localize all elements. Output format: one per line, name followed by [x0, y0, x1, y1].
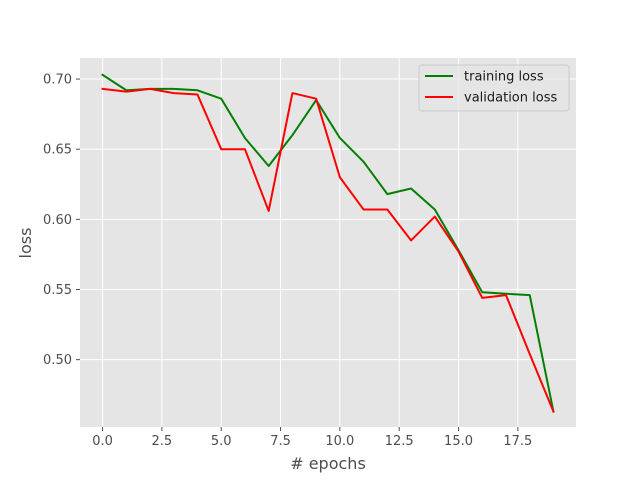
legend: training loss validation loss: [418, 64, 570, 112]
x-tick-label: 2.5: [152, 434, 173, 449]
y-tick-label: 0.65: [43, 143, 72, 158]
x-tick-label: 10.0: [325, 434, 354, 449]
plot-background: [80, 58, 576, 427]
axis-ticks: 0.0 2.5 5.0 7.5 10.0 12.5 15.0 17.5 0.50 0.55 0.60…: [43, 73, 532, 449]
series-line-training-loss: [101, 73, 555, 413]
y-tick-label: 0.55: [43, 283, 72, 298]
y-tick-label: 0.70: [43, 73, 72, 88]
series-lines: [101, 73, 555, 413]
y-tick-label: 0.50: [43, 353, 72, 368]
series-line-validation-loss: [101, 87, 555, 413]
y-tick-label: 0.60: [43, 213, 72, 228]
y-axis-label: loss: [16, 228, 35, 259]
legend-box: [418, 64, 570, 112]
legend-label-training-loss: training loss: [464, 70, 544, 85]
x-tick-label: 17.5: [503, 434, 532, 449]
legend-label-validation-loss: validation loss: [464, 91, 557, 106]
x-axis-label: # epochs: [290, 454, 366, 473]
x-tick-label: 0.0: [92, 434, 113, 449]
x-tick-label: 5.0: [211, 434, 232, 449]
x-tick-label: 12.5: [385, 434, 414, 449]
x-tick-label: 7.5: [270, 434, 291, 449]
x-tick-label: 15.0: [444, 434, 473, 449]
